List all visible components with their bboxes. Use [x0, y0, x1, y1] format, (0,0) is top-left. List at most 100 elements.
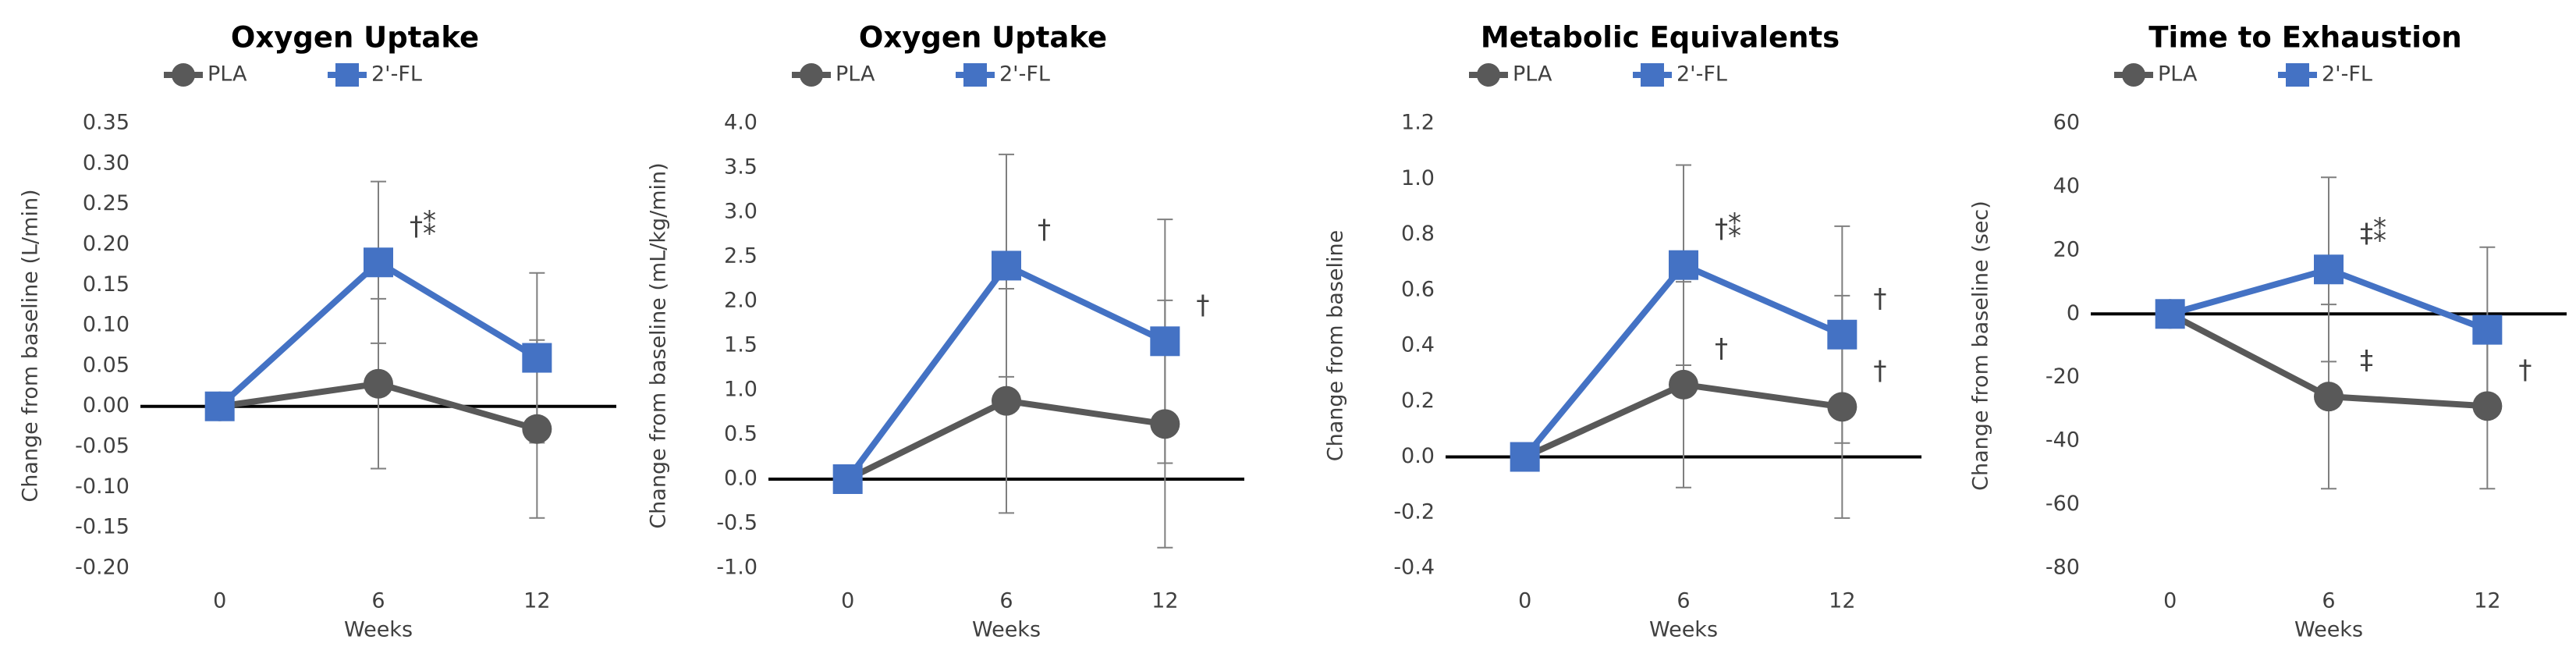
marker [992, 250, 1021, 281]
x-tick-label: 0 [1518, 589, 1531, 613]
x-tick-label: 6 [371, 589, 385, 613]
marker [1150, 326, 1180, 357]
y-tick-label: 1.5 [724, 333, 758, 357]
y-tick-label: 0.6 [1401, 277, 1435, 301]
y-axis-label: Change from baseline (L/min) [19, 189, 43, 502]
y-tick-label: 0.5 [724, 422, 758, 446]
y-tick-label: -0.15 [75, 515, 130, 539]
x-tick-label: 12 [1151, 589, 1178, 613]
legend-marker [1641, 63, 1664, 87]
y-tick-label: 60 [2053, 111, 2080, 135]
y-tick-label: -0.5 [716, 511, 758, 535]
x-axis-label: Weeks [972, 618, 1041, 642]
panel: Oxygen Uptake -0.20 -0.15 -0.10 -0.05 0.00 0.0… [19, 21, 616, 642]
x-tick-label: 12 [523, 589, 550, 613]
legend-label: 2'-FL [1677, 62, 1727, 87]
marker [522, 414, 552, 444]
legend-label: 2'-FL [371, 62, 422, 87]
y-axis-label: Change from baseline [1324, 230, 1348, 461]
y-tick-label: 0.20 [83, 232, 130, 256]
y-tick-label: 0.30 [83, 151, 130, 175]
legend-marker [2122, 63, 2145, 87]
y-tick-label: 0.25 [83, 191, 130, 215]
x-tick-label: 0 [213, 589, 226, 613]
x-tick-label: 6 [1677, 589, 1690, 613]
y-tick-label: 0.0 [724, 467, 758, 491]
y-tick-label: 2.0 [724, 289, 758, 313]
marker [992, 386, 1021, 416]
legend-label: PLA [1513, 62, 1552, 87]
y-tick-label: 0.35 [83, 111, 130, 135]
chart-title: Oxygen Uptake [231, 21, 479, 55]
marker [2314, 382, 2344, 412]
legend-label: PLA [836, 62, 875, 87]
marker [2472, 391, 2503, 421]
annotation: † [1873, 282, 1886, 314]
y-tick-label: 3.0 [724, 200, 758, 224]
annotation: ‡ [2360, 345, 2373, 376]
marker [2155, 299, 2185, 329]
y-axis-label: Change from baseline (sec) [1969, 201, 1993, 491]
x-tick-label: 12 [1829, 589, 1855, 613]
y-tick-label: -20 [2046, 364, 2080, 389]
y-tick-label: 20 [2053, 237, 2080, 261]
marker [364, 368, 393, 399]
y-tick-label: 0.15 [83, 272, 130, 297]
y-tick-label: 1.0 [1401, 166, 1435, 190]
y-tick-label: 40 [2053, 174, 2080, 198]
legend-marker [963, 63, 987, 87]
y-tick-label: 0.00 [83, 393, 130, 418]
marker [832, 464, 863, 494]
marker [522, 343, 552, 373]
marker [2472, 314, 2503, 345]
y-tick-label: 0.8 [1401, 222, 1435, 246]
chart-title: Metabolic Equivalents [1481, 21, 1840, 55]
y-tick-label: 0.4 [1401, 333, 1435, 357]
legend-label: 2'-FL [999, 62, 1050, 87]
x-tick-label: 6 [999, 589, 1013, 613]
y-tick-label: 0.2 [1401, 389, 1435, 413]
x-axis-label: Weeks [344, 618, 413, 642]
legend-label: 2'-FL [2322, 62, 2372, 87]
y-tick-label: 4.0 [724, 111, 758, 135]
marker [1150, 409, 1180, 439]
annotation: † [1196, 290, 1209, 321]
x-tick-label: 6 [2322, 589, 2335, 613]
y-tick-label: 0.10 [83, 313, 130, 337]
legend-marker [2286, 63, 2309, 87]
annotation: † [2518, 354, 2532, 386]
y-tick-label: -0.10 [75, 474, 130, 499]
legend-label: PLA [208, 62, 247, 87]
y-tick-label: -80 [2046, 556, 2080, 580]
y-tick-label: -1.0 [716, 556, 758, 580]
y-axis-label: Change from baseline (mL/kg/min) [647, 162, 671, 528]
y-tick-label: 0 [2067, 301, 2080, 325]
y-tick-label: -40 [2046, 428, 2080, 453]
y-tick-label: 2.5 [724, 244, 758, 268]
y-tick-label: -0.05 [75, 434, 130, 458]
x-tick-label: 0 [2163, 589, 2177, 613]
annotation: † [1715, 332, 1728, 364]
panel: Time to Exhaustion -80 -60 -40 -20 0 20 40 60 0 6 1… [1969, 21, 2567, 642]
panel: Metabolic Equivalents -0.4 -0.2 0.0 0.2 0.4 0.… [1324, 21, 1921, 642]
legend-marker [335, 63, 359, 87]
y-tick-label: -0.4 [1393, 556, 1435, 580]
y-tick-label: -0.20 [75, 556, 130, 580]
y-tick-label: 0.05 [83, 353, 130, 377]
marker [1510, 442, 1540, 472]
annotation: † [1038, 214, 1051, 245]
marker [1669, 369, 1698, 400]
annotation: †⁑ [1715, 212, 1741, 244]
y-tick-label: 0.0 [1401, 444, 1435, 468]
panel: Oxygen Uptake -1.0 -0.5 0.0 0.5 1.0 1.5 2.0 2.5 3… [647, 21, 1244, 642]
chart-title: Oxygen Uptake [859, 21, 1107, 55]
y-tick-label: -60 [2046, 492, 2080, 516]
marker [1827, 392, 1857, 422]
y-tick-label: 1.0 [724, 378, 758, 402]
marker [2314, 254, 2344, 285]
marker [364, 247, 393, 278]
marker [1669, 250, 1698, 280]
legend-marker [800, 63, 823, 87]
x-tick-label: 0 [841, 589, 854, 613]
annotation: † [1873, 355, 1886, 386]
